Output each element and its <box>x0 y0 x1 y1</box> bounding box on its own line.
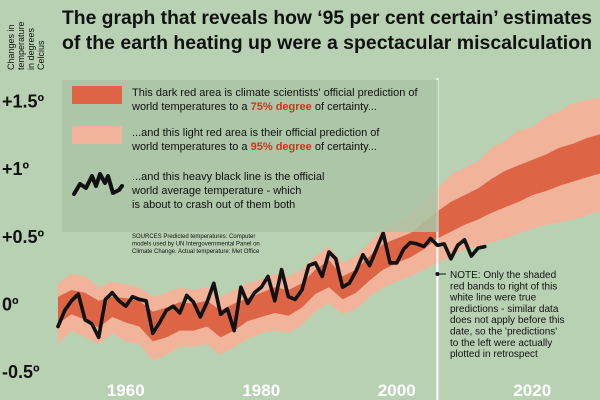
note-line: predictions - similar data <box>450 304 559 315</box>
sources-line: models used by UN Intergovernmental Pane… <box>132 242 260 248</box>
y-axis-label-line: temperature <box>16 21 26 70</box>
note-line: date, so the 'predictions' <box>450 327 557 338</box>
chart-title: The graph that reveals how ‘95 per cent … <box>62 8 592 54</box>
legend-75-line: world temperatures to a 75% degree of ce… <box>131 101 377 113</box>
sources-line: SOURCES Predicted temperatures: Computer <box>132 234 255 240</box>
legend-95-highlight: 95% degree <box>251 141 312 153</box>
legend-observed-text: ...and this heavy black line is the offi… <box>132 171 324 183</box>
legend-swatch-95 <box>72 126 122 144</box>
legend-95-text: world temperatures to a <box>131 141 251 153</box>
y-tick-label: +0.5º <box>2 227 45 247</box>
legend-box <box>62 80 438 232</box>
legend: This dark red area is climate scientists… <box>62 80 438 232</box>
prediction-bands <box>58 97 600 361</box>
legend-95-text: ...and this light red area is their offi… <box>132 127 380 139</box>
sources-note: SOURCES Predicted temperatures: Computer… <box>132 234 260 255</box>
note-line: does not apply before this <box>450 315 565 326</box>
legend-75-text: world temperatures to a <box>131 101 251 113</box>
note-leader-dot <box>435 272 440 276</box>
x-tick-label: 2000 <box>378 381 416 400</box>
legend-observed-line: is about to crash out of them both <box>132 199 295 211</box>
y-tick-label: 0º <box>2 295 19 315</box>
band-95-area <box>58 97 600 361</box>
legend-75-line: This dark red area is climate scientists… <box>132 87 419 99</box>
y-tick-label: +1º <box>2 159 30 179</box>
x-axis: 1960 1980 2000 2020 <box>107 381 551 400</box>
observed-temperature-line <box>56 231 487 340</box>
y-axis-label-line: in degrees <box>26 27 36 70</box>
observed-line-group <box>56 231 487 340</box>
note-line: red bands to right of this <box>450 281 557 292</box>
legend-95-line: ...and this light red area is their offi… <box>132 127 380 139</box>
legend-75-text: This dark red area is climate scientists… <box>132 87 419 99</box>
y-axis-label-line: Changes in <box>6 24 16 70</box>
legend-75-text-end: of certainty... <box>312 101 377 113</box>
title-line: The graph that reveals how ‘95 per cent … <box>62 8 592 29</box>
x-tick-label: 1960 <box>107 381 145 400</box>
x-tick-label: 1980 <box>242 381 280 400</box>
legend-observed-text: is about to crash out of them both <box>132 199 295 211</box>
y-axis-label: Changes in temperature in degrees Celcius <box>6 21 46 70</box>
x-tick-label: 2020 <box>513 381 551 400</box>
legend-observed-line: ...and this heavy black line is the offi… <box>132 171 324 183</box>
legend-95-text-end: of certainty... <box>312 141 377 153</box>
legend-observed-line: world average temperature - which <box>131 185 301 197</box>
legend-75-highlight: 75% degree <box>251 101 312 113</box>
y-axis-label-rotated: Changes in temperature in degrees Celcius <box>6 21 46 70</box>
y-axis: +1.5º +1º +0.5º 0º -0.5º <box>2 91 45 382</box>
legend-swatch-observed <box>72 172 124 196</box>
note-line: plotted in retrospect <box>450 349 538 360</box>
note-line: white line were true <box>449 293 537 304</box>
y-tick-label: -0.5º <box>2 362 40 382</box>
y-axis-label-line: Celcius <box>36 40 46 70</box>
legend-observed-text: world average temperature - which <box>131 185 301 197</box>
band-75-area <box>58 134 600 342</box>
note-line: to the left were actually <box>450 338 552 349</box>
legend-swatch-75 <box>72 86 122 104</box>
note-line: NOTE: Only the shaded <box>450 270 556 281</box>
legend-95-line: world temperatures to a 95% degree of ce… <box>131 141 377 153</box>
sources-line: Climate Change. Actual temperature: Met … <box>132 249 260 255</box>
title-line: of the earth heating up were a spectacul… <box>62 33 592 54</box>
y-tick-label: +1.5º <box>2 91 45 111</box>
